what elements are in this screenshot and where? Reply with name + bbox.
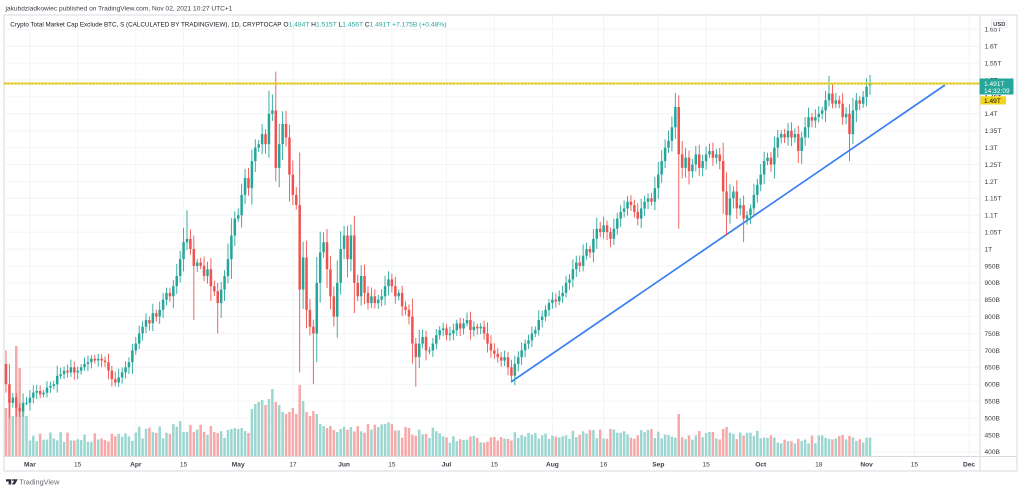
svg-text:400B: 400B (985, 449, 1001, 456)
svg-text:1.49T: 1.49T (984, 98, 1001, 105)
svg-text:1.3T: 1.3T (985, 145, 998, 152)
svg-text:600B: 600B (985, 382, 1001, 389)
svg-text:Oct: Oct (755, 462, 767, 469)
svg-text:15: 15 (180, 462, 188, 469)
svg-text:1.55T: 1.55T (985, 61, 1002, 68)
svg-text:15: 15 (491, 462, 499, 469)
svg-text:Apr: Apr (130, 462, 142, 469)
svg-text:15: 15 (388, 462, 396, 469)
svg-text:500B: 500B (985, 415, 1001, 422)
svg-text:1.2T: 1.2T (985, 179, 998, 186)
svg-text:Sep: Sep (652, 462, 664, 469)
svg-text:550B: 550B (985, 399, 1001, 406)
svg-text:900B: 900B (985, 280, 1001, 287)
svg-text:750B: 750B (985, 331, 1001, 338)
svg-text:15: 15 (911, 462, 919, 469)
svg-text:Nov: Nov (860, 462, 873, 469)
svg-text:1.35T: 1.35T (985, 128, 1002, 135)
svg-text:Mar: Mar (24, 462, 36, 469)
svg-text:1.25T: 1.25T (985, 162, 1002, 169)
svg-text:Dec: Dec (963, 462, 975, 469)
svg-text:850B: 850B (985, 297, 1001, 304)
svg-text:1T: 1T (985, 246, 993, 253)
svg-text:450B: 450B (985, 432, 1001, 439)
svg-text:650B: 650B (985, 365, 1001, 372)
svg-text:1.65T: 1.65T (985, 27, 1002, 34)
svg-text:Aug: Aug (546, 462, 559, 469)
svg-text:jakubdziadkowiec published on: jakubdziadkowiec published on TradingVie… (5, 6, 233, 13)
svg-text:16: 16 (600, 462, 608, 469)
svg-text:17: 17 (289, 462, 297, 469)
svg-text:Jun: Jun (338, 462, 350, 469)
svg-text:700B: 700B (985, 348, 1001, 355)
svg-text:May: May (232, 462, 245, 469)
svg-text:800B: 800B (985, 314, 1001, 321)
svg-text:1.1T: 1.1T (985, 213, 998, 220)
svg-text:1.491T: 1.491T (984, 81, 1005, 88)
svg-text:Jul: Jul (442, 462, 452, 469)
svg-text:14:32:09: 14:32:09 (984, 88, 1010, 95)
svg-text:15: 15 (702, 462, 710, 469)
svg-text:USD: USD (993, 22, 1005, 28)
svg-text:15: 15 (74, 462, 82, 469)
svg-text:1.4T: 1.4T (985, 111, 998, 118)
svg-text:18: 18 (815, 462, 823, 469)
svg-text:TradingView: TradingView (19, 478, 60, 487)
svg-text:1.05T: 1.05T (985, 230, 1002, 237)
svg-text:1.6T: 1.6T (985, 44, 998, 51)
svg-text:1.15T: 1.15T (985, 196, 1002, 203)
svg-text:Crypto Total Market Cap Exclud: Crypto Total Market Cap Exclude BTC, S (… (10, 21, 446, 28)
svg-text:950B: 950B (985, 263, 1001, 270)
